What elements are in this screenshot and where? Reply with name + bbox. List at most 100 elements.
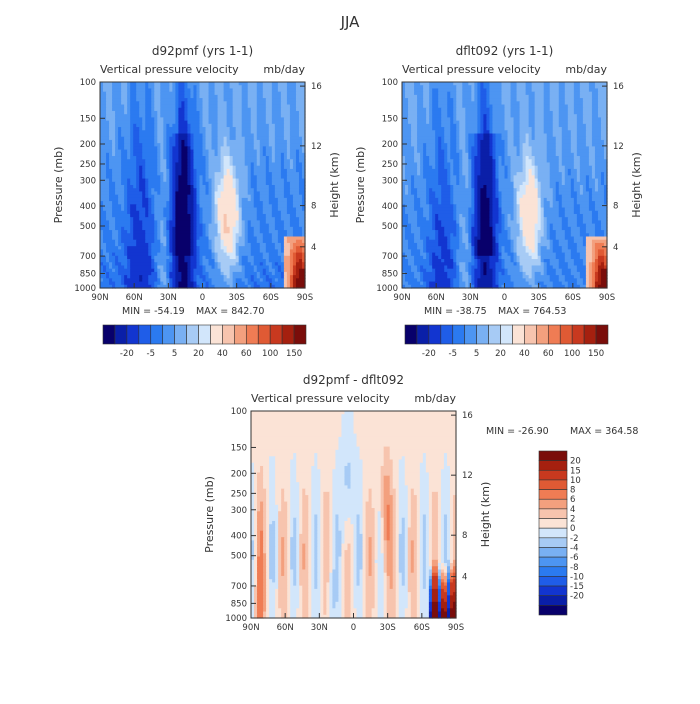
panel-dflt092-title: dflt092 (yrs 1-1) — [456, 44, 554, 58]
panel-dflt092-ytick-label: 500 — [382, 222, 398, 232]
season-title: JJA — [340, 13, 361, 31]
panel-d92pmf-ylabel: Pressure (mb) — [52, 147, 65, 224]
panel-dflt092-y2tick-label: 4 — [613, 243, 618, 253]
panel-d92pmf-colorbar-swatch — [270, 325, 282, 344]
panel-d92pmf-xtick-label: 60S — [263, 293, 279, 303]
panel-dflt092-colorbar-swatch — [560, 325, 572, 344]
panel-dflt092-colorbar-label: 100 — [564, 349, 580, 359]
panel-d92pmf-ytick-label: 150 — [80, 114, 96, 124]
panel-dflt092-ytick-label: 250 — [382, 160, 398, 170]
panel-d92pmf-y2tick-label: 12 — [311, 142, 322, 152]
panel-d92pmf-xtick-label: 90S — [297, 293, 313, 303]
panel-dflt092-colorbar-label: 40 — [519, 349, 530, 359]
panel-dflt092-xtick-label: 60S — [565, 293, 581, 303]
panel-dflt092-max-label: MAX = 764.53 — [498, 306, 566, 317]
panel-dflt092-colorbar-swatch — [417, 325, 429, 344]
panel-d92pmf-y2tick-label: 8 — [311, 202, 316, 212]
panel-d92pmf-min-label: MIN = -54.19 — [122, 306, 185, 317]
panel-dflt092-ytick-label: 1000 — [376, 284, 398, 294]
panel-dflt092-xtick-label: 0 — [502, 293, 507, 303]
panel-d92pmf-colorbar-swatch — [151, 325, 163, 344]
panel-dflt092-ytick-label: 100 — [382, 78, 398, 88]
panel-dflt092-ytick-label: 150 — [382, 114, 398, 124]
panel-d92pmf-ytick-label: 850 — [80, 269, 96, 279]
panel-d92pmf-colorbar-swatch — [246, 325, 258, 344]
panel-dflt092-colorbar-label: -5 — [449, 349, 457, 359]
panel-d92pmf-colorbar-swatch — [282, 325, 294, 344]
panel-d92pmf-colorbar-label: 40 — [217, 349, 228, 359]
panel-d92pmf-colorbar-label: 5 — [172, 349, 177, 359]
panel-dflt092-y2label: Height (km) — [630, 152, 643, 218]
panel-dflt092-colorbar-swatch — [477, 325, 489, 344]
panel-dflt092-ytick-label: 200 — [382, 140, 398, 150]
panel-dflt092-colorbar-swatch — [405, 325, 417, 344]
panel-d92pmf-colorbar-swatch — [234, 325, 246, 344]
panel-d92pmf-colorbar-label: 60 — [241, 349, 252, 359]
panel-d92pmf-colorbar-swatch — [294, 325, 306, 344]
panel-d92pmf-colorbar-swatch — [199, 325, 211, 344]
panel-dflt092-colorbar-swatch — [596, 325, 608, 344]
panel-d92pmf-colorbar-label: -5 — [147, 349, 155, 359]
panel-dflt092-colorbar-swatch — [572, 325, 584, 344]
panel-dflt092-ylabel: Pressure (mb) — [354, 147, 367, 224]
panel-d92pmf-colorbar-label: 20 — [193, 349, 204, 359]
panel-d92pmf-colorbar-label: -20 — [120, 349, 134, 359]
panel-d92pmf-y2tick-label: 4 — [311, 243, 316, 253]
panel-d92pmf-ytick-label: 700 — [80, 252, 96, 262]
panel-dflt092-min-label: MIN = -38.75 — [424, 306, 487, 317]
panel-dflt092-ytick-label: 850 — [382, 269, 398, 279]
panel-dflt092-y2tick-label: 8 — [613, 202, 618, 212]
panel-dflt092-colorbar-swatch — [584, 325, 596, 344]
panel-d92pmf-colorbar-label: 100 — [262, 349, 278, 359]
panel-dflt092-xtick-label: 30N — [462, 293, 479, 303]
panel-dflt092-colorbar-swatch — [548, 325, 560, 344]
panel-dflt092-colorbar-swatch — [489, 325, 501, 344]
panel-dflt092-colorbar-label: 5 — [474, 349, 479, 359]
panel-dflt092-colorbar-swatch — [536, 325, 548, 344]
panel-dflt092-xtick-label: 90S — [599, 293, 615, 303]
panel-d92pmf-xtick-label: 30N — [160, 293, 177, 303]
panel-dflt092-xtick-label: 30S — [531, 293, 547, 303]
panel-dflt092-xtick-label: 90N — [393, 293, 410, 303]
panel-dflt092-xtick-label: 60N — [428, 293, 445, 303]
panel-d92pmf-xtick-label: 0 — [200, 293, 205, 303]
panel-d92pmf-ytick-label: 200 — [80, 140, 96, 150]
panel-d92pmf-ytick-label: 500 — [80, 222, 96, 232]
panel-d92pmf-ytick-label: 100 — [80, 78, 96, 88]
panel-dflt092-colorbar-label: 60 — [543, 349, 554, 359]
panel-d92pmf-xtick-label: 30S — [229, 293, 245, 303]
panel-d92pmf-colorbar-label: 150 — [286, 349, 302, 359]
panel-dflt092-colorbar-label: 150 — [588, 349, 604, 359]
panel-d92pmf-xtick-label: 60N — [126, 293, 143, 303]
panel-d92pmf-y2tick-label: 16 — [311, 82, 322, 92]
panel-d92pmf-left-title: Vertical pressure velocity — [100, 63, 239, 76]
panel-d92pmf-colorbar-swatch — [187, 325, 199, 344]
panel-d92pmf-xtick-label: 90N — [91, 293, 108, 303]
panel-d92pmf-ytick-label: 250 — [80, 160, 96, 170]
panel-d92pmf-colorbar-swatch — [258, 325, 270, 344]
panel-d92pmf-ytick-label: 300 — [80, 176, 96, 186]
panel-dflt092-colorbar-label: 20 — [495, 349, 506, 359]
panel-d92pmf-ytick-label: 1000 — [74, 284, 96, 294]
panel-dflt092-ytick-label: 700 — [382, 252, 398, 262]
panel-dflt092-y2tick-label: 12 — [613, 142, 624, 152]
panel-dflt092-field — [402, 82, 608, 289]
panel-dflt092-colorbar-swatch — [524, 325, 536, 344]
panel-dflt092-colorbar-swatch — [441, 325, 453, 344]
panel-d92pmf-colorbar-swatch — [139, 325, 151, 344]
panel-dflt092-colorbar-label: -20 — [422, 349, 436, 359]
panel-d92pmf-field — [100, 82, 306, 289]
panel-d92pmf-y2label: Height (km) — [328, 152, 341, 218]
panel-d92pmf-colorbar-swatch — [127, 325, 139, 344]
panel-diff-field — [251, 411, 457, 619]
panel-dflt092-units: mb/day — [565, 63, 607, 76]
panel-d92pmf-units: mb/day — [263, 63, 305, 76]
panel-d92pmf-colorbar-swatch — [222, 325, 234, 344]
panel-dflt092-colorbar-swatch — [453, 325, 465, 344]
panel-dflt092-colorbar-swatch — [465, 325, 477, 344]
panel-d92pmf-colorbar-swatch — [103, 325, 115, 344]
panel-d92pmf-colorbar-swatch — [175, 325, 187, 344]
panel-dflt092-y2tick-label: 16 — [613, 82, 624, 92]
